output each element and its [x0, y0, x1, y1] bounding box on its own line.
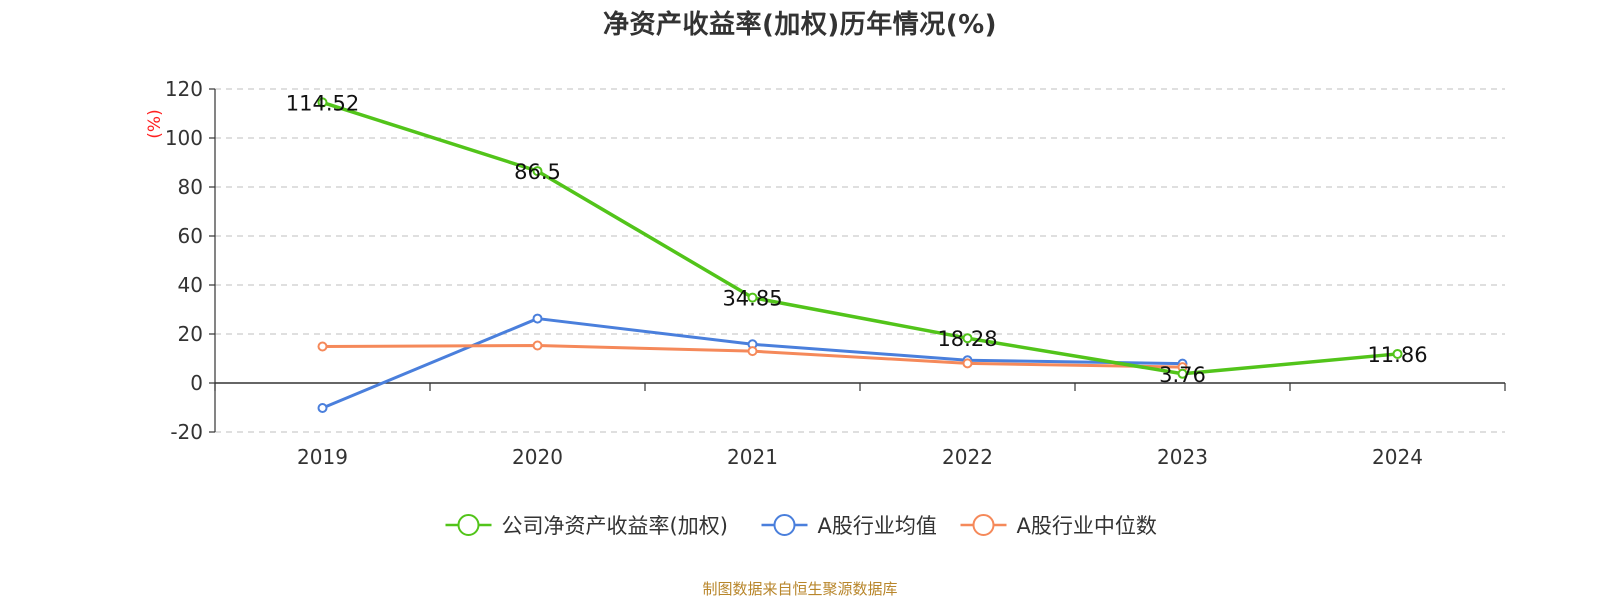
data-point [317, 402, 328, 413]
y-tick-label: 60 [178, 224, 203, 248]
legend[interactable]: 公司净资产收益率(加权) A股行业均值 A股行业中位数 [445, 514, 1157, 538]
data-point [962, 358, 973, 369]
data-label: 11.86 [1367, 343, 1427, 367]
data-point [747, 346, 758, 357]
legend-item[interactable]: A股行业均值 [761, 514, 937, 538]
x-tick-label: 2020 [512, 445, 563, 469]
legend-marker [457, 514, 480, 536]
x-tick-label: 2022 [942, 445, 993, 469]
y-tick-label: 100 [165, 126, 203, 150]
x-tick-label: 2023 [1157, 445, 1208, 469]
data-label: 86.5 [514, 160, 561, 184]
series-line [321, 317, 1183, 410]
data-point [532, 340, 543, 351]
grid-lines [215, 88, 1505, 433]
legend-marker [773, 514, 796, 536]
legend-label: 公司净资产收益率(加权) [502, 514, 728, 538]
y-axis-label: (%) [145, 109, 165, 138]
series-lines [317, 97, 1403, 413]
y-tick-label: -20 [170, 420, 203, 444]
y-tick-label: 0 [190, 371, 203, 395]
data-label: 34.85 [722, 287, 782, 311]
data-point [317, 97, 328, 108]
y-tick-label: 80 [178, 175, 203, 199]
data-label: 18.28 [937, 327, 997, 351]
data-point [532, 166, 543, 177]
axes: 120 100 80 60 40 20 0 -20 2019 2020 2021 2022 2023 20… [145, 77, 1506, 469]
x-tick-label: 2019 [297, 445, 348, 469]
data-point [962, 333, 973, 344]
data-point [532, 313, 543, 324]
data-point [317, 341, 328, 352]
y-tick-label: 40 [178, 273, 203, 297]
source-note: 制图数据来自恒生聚源数据库 [702, 580, 898, 598]
x-tick-label: 2021 [727, 445, 778, 469]
legend-marker [972, 514, 995, 536]
data-labels: 114.52 86.5 34.85 18.28 3.76 11.86 [286, 91, 1428, 386]
data-point [1392, 348, 1403, 359]
y-tick-label: 20 [178, 322, 203, 346]
y-tick-label: 120 [165, 77, 203, 101]
data-label: 3.76 [1159, 363, 1206, 387]
x-tick-label: 2024 [1372, 445, 1423, 469]
legend-item[interactable]: 公司净资产收益率(加权) [445, 514, 728, 538]
legend-item[interactable]: A股行业中位数 [960, 514, 1157, 538]
legend-label: A股行业均值 [818, 514, 937, 538]
series-line [321, 100, 1398, 376]
data-label: 114.52 [286, 91, 359, 115]
data-point [1177, 368, 1188, 379]
legend-label: A股行业中位数 [1017, 514, 1157, 538]
data-point [747, 292, 758, 303]
chart-title: 净资产收益率(加权)历年情况(%) [602, 10, 998, 40]
